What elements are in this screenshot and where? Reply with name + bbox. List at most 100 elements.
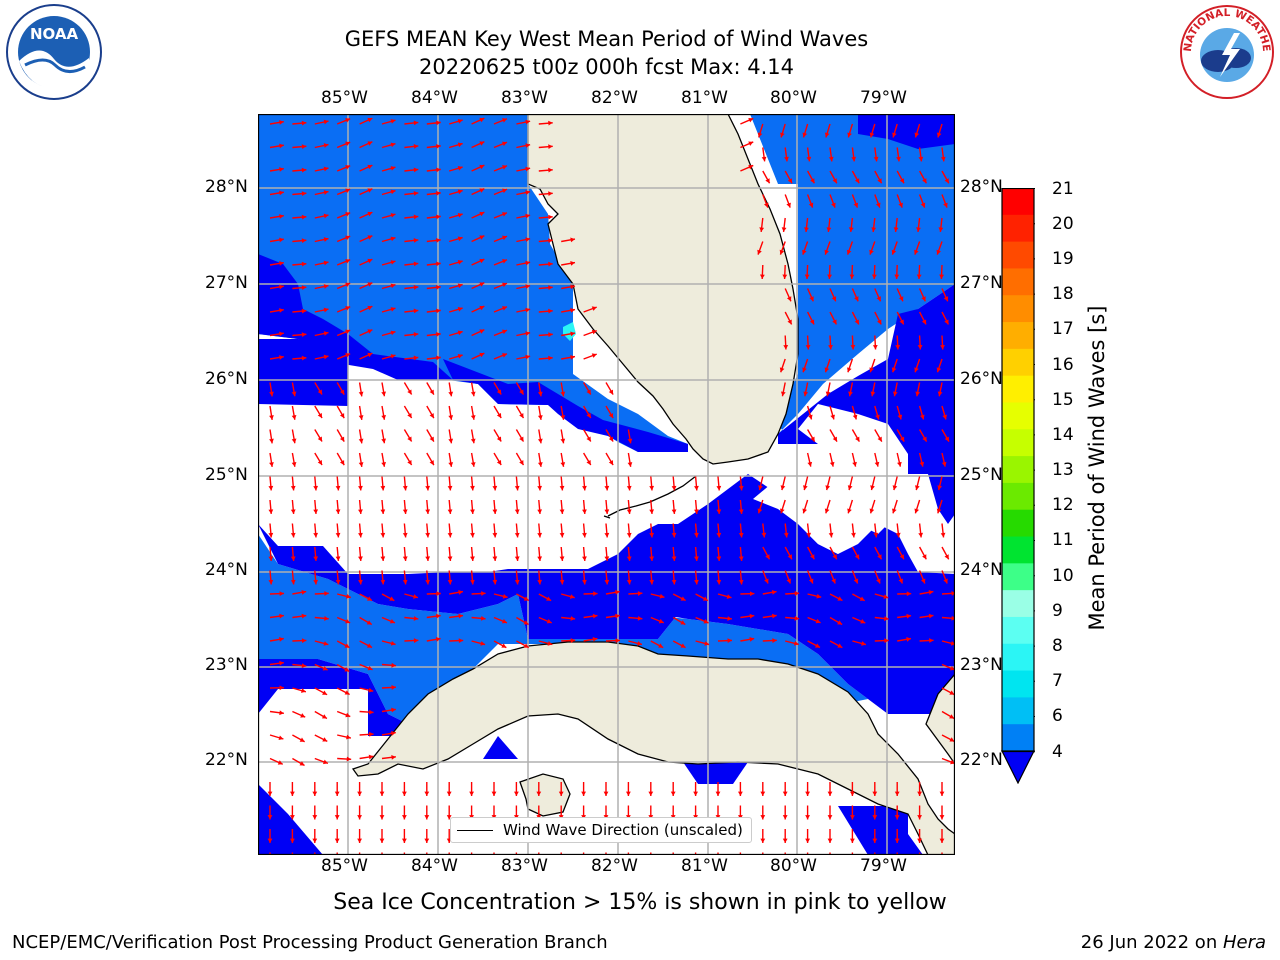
wind-wave-arrow-head (876, 296, 881, 302)
wind-wave-arrow-head (358, 532, 363, 538)
wind-wave-arrow-head (871, 274, 877, 279)
colorbar-band (1002, 563, 1034, 591)
colorbar-extend-triangle (1001, 750, 1035, 785)
wind-wave-arrow-head (637, 615, 643, 621)
wind-wave-arrow-head (436, 261, 441, 267)
wind-wave-arrow-head (802, 132, 808, 138)
wind-wave-arrow-head (649, 509, 655, 514)
wind-wave-arrow-head (560, 391, 566, 397)
wind-wave-arrow-head (402, 838, 407, 843)
wind-wave-arrow-head (943, 578, 948, 584)
colorbar-band (1002, 456, 1034, 484)
wind-wave-arrow-head (582, 532, 587, 538)
wind-wave-arrow-head (738, 579, 744, 585)
dry-tortugas (603, 515, 611, 519)
lon-tick-label: 85°W (321, 88, 368, 108)
wind-wave-arrow-head (502, 235, 507, 241)
wind-wave-arrow-head (345, 259, 351, 264)
wind-wave-arrow-head (279, 214, 284, 219)
colorbar-tick-label: 16 (1052, 355, 1074, 375)
colorbar-band (1002, 643, 1034, 672)
wind-wave-arrow-head (582, 485, 587, 491)
wind-wave-arrow-head (407, 413, 412, 419)
lon-tick-label: 85°W (321, 856, 368, 876)
wind-wave-arrow-head (425, 509, 431, 514)
wind-wave-arrow-head (671, 485, 677, 491)
wind-wave-arrow-head (367, 352, 373, 358)
wind-wave-arrow-head (457, 212, 463, 218)
wind-wave-arrow-head (873, 532, 879, 538)
wind-wave-arrow-head (898, 202, 903, 208)
wind-wave-arrow-head (805, 344, 811, 350)
wind-wave-arrow-head (786, 578, 791, 584)
wind-wave-arrow-head (949, 690, 955, 695)
wind-wave-arrow-head (301, 663, 307, 668)
wind-wave-arrow-head (537, 462, 543, 467)
wind-wave-arrow-head (413, 167, 419, 173)
wind-wave-arrow-head (339, 436, 345, 442)
wave-field-2-4-northeast (750, 114, 955, 444)
wind-wave-arrow-head (837, 620, 843, 625)
wind-wave-arrow-head (436, 355, 441, 361)
lat-tick-label: 24°N (205, 560, 248, 580)
wind-wave-arrow-head (914, 249, 919, 255)
wind-wave-arrow-head (893, 227, 899, 232)
wind-wave-arrow-head (323, 237, 329, 242)
wind-wave-arrow-head (301, 285, 307, 291)
wind-wave-arrow-head (757, 508, 763, 514)
wind-wave-arrow-head (658, 643, 664, 648)
wind-wave-arrow-head (413, 332, 419, 337)
wind-wave-arrow-head (884, 638, 889, 644)
wind-wave-arrow-head (951, 615, 955, 621)
wind-wave-arrow-head (782, 791, 788, 796)
wind-wave-arrow-head (269, 438, 274, 444)
wind-wave-arrow-head (367, 188, 373, 193)
wind-wave-arrow-head (804, 274, 810, 279)
wind-wave-arrow-head (831, 578, 836, 584)
wind-wave-arrow-head (402, 509, 408, 514)
wave-field-lt2-west3 (443, 359, 688, 452)
wind-wave-arrow-head (922, 436, 927, 442)
wind-wave-arrow-head (345, 188, 351, 194)
wind-wave-arrow-head (936, 508, 942, 514)
colorbar-tick-label: 6 (1052, 706, 1063, 726)
wind-wave-arrow-head (716, 532, 722, 538)
wind-wave-arrow-head (323, 190, 329, 195)
wind-wave-arrow-head (334, 838, 340, 843)
wind-wave-arrow-head (852, 414, 858, 420)
wind-wave-arrow-head (458, 613, 464, 619)
wind-wave-arrow-head (680, 643, 686, 648)
wind-wave-arrow-head (502, 353, 507, 358)
wind-wave-arrow-head (771, 613, 777, 619)
wind-wave-arrow-head (949, 665, 955, 671)
wind-wave-arrow-head (321, 714, 327, 719)
land-bahamas (925, 672, 955, 766)
wind-wave-arrow-head (921, 296, 926, 302)
wind-wave-arrow-head (759, 227, 765, 232)
colorbar-band (1002, 697, 1034, 725)
wind-wave-arrow-head (814, 643, 820, 648)
wind-wave-arrow-head (592, 613, 598, 619)
wind-wave-arrow-head (896, 156, 901, 162)
wind-wave-arrow-head (694, 532, 699, 538)
wind-wave-arrow-head (782, 838, 788, 843)
wind-wave-arrow-head (626, 579, 632, 585)
wind-wave-arrow-head (448, 391, 454, 397)
wind-wave-arrow-head (670, 791, 676, 796)
lon-tick-label: 81°W (681, 88, 728, 108)
wind-wave-arrow-head (458, 589, 463, 595)
lat-tick-label: 22°N (960, 750, 1003, 770)
wind-wave-arrow-head (402, 532, 408, 538)
wind-wave-arrow-head (832, 436, 837, 442)
wind-wave-arrow-head (831, 202, 836, 208)
wind-wave-arrow-head (658, 618, 664, 624)
wind-wave-arrow-head (825, 485, 831, 491)
wind-wave-arrow-head (345, 165, 351, 170)
wind-wave-arrow-head (884, 616, 889, 621)
wind-wave-arrow-head (917, 815, 922, 820)
wind-wave-arrow-head (323, 307, 329, 313)
wind-wave-arrow-head (492, 509, 498, 514)
wind-wave-arrow-head (761, 156, 767, 162)
wind-wave-arrow-head (807, 461, 813, 467)
wind-wave-arrow-head (783, 344, 789, 350)
